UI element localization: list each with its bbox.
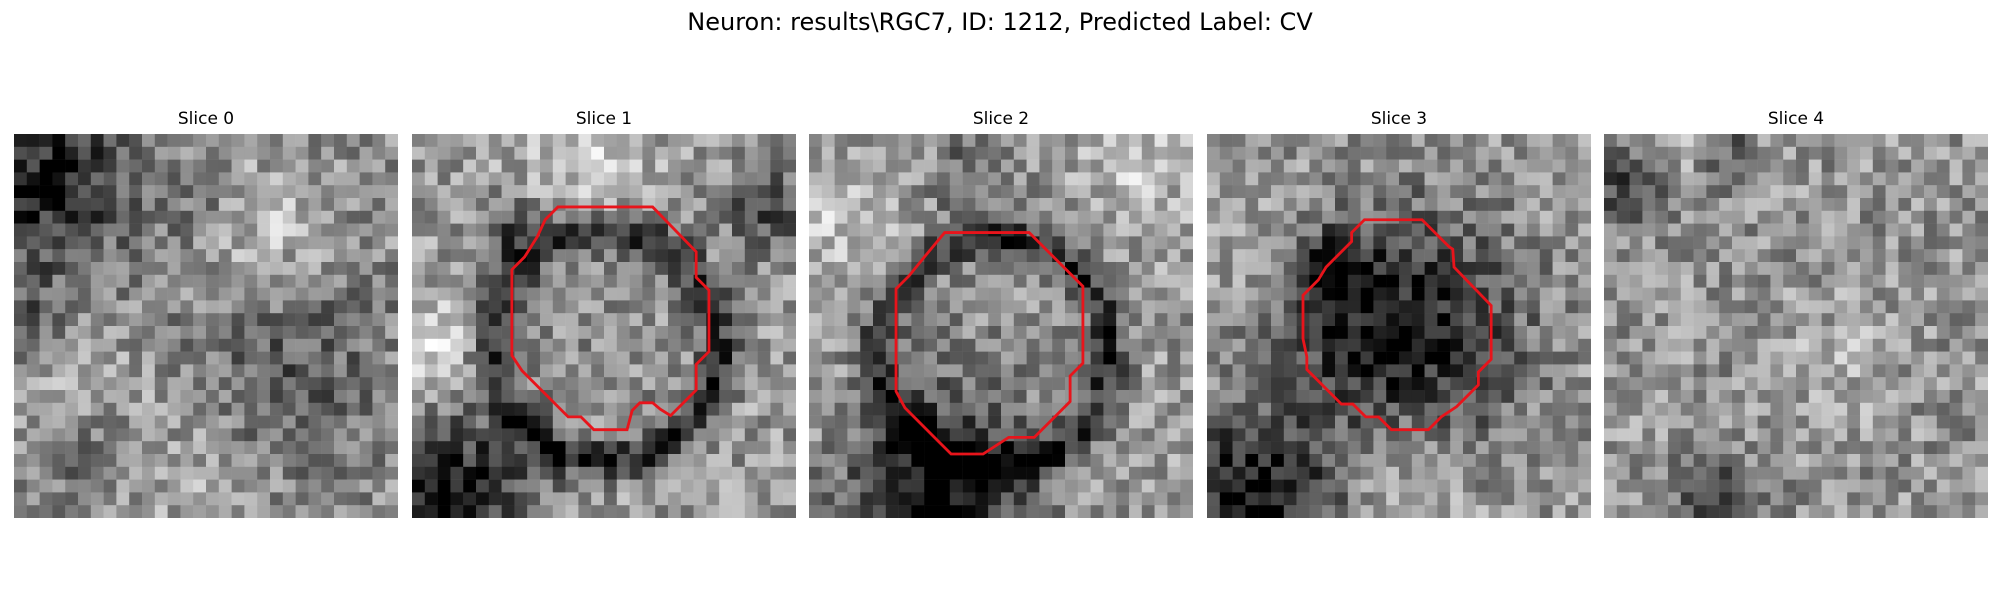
neuron-outline xyxy=(510,205,711,432)
panel-title-slice-0: Slice 0 xyxy=(177,109,235,129)
neuron-outline xyxy=(1301,218,1493,432)
slice-1-image xyxy=(412,134,796,518)
slice-3-image xyxy=(1207,134,1591,518)
figure-title: Neuron: results\RGC7, ID: 1212, Predicte… xyxy=(687,8,1313,36)
slice-0-image xyxy=(14,134,398,518)
slice-4-image xyxy=(1604,134,1988,518)
panel-title-slice-1: Slice 1 xyxy=(575,109,633,129)
panel-title-slice-3: Slice 3 xyxy=(1370,109,1428,129)
panel-title-slice-4: Slice 4 xyxy=(1767,109,1825,129)
panel-title-slice-2: Slice 2 xyxy=(972,109,1030,129)
slice-2-image xyxy=(809,134,1193,518)
neuron-outline xyxy=(894,231,1085,456)
